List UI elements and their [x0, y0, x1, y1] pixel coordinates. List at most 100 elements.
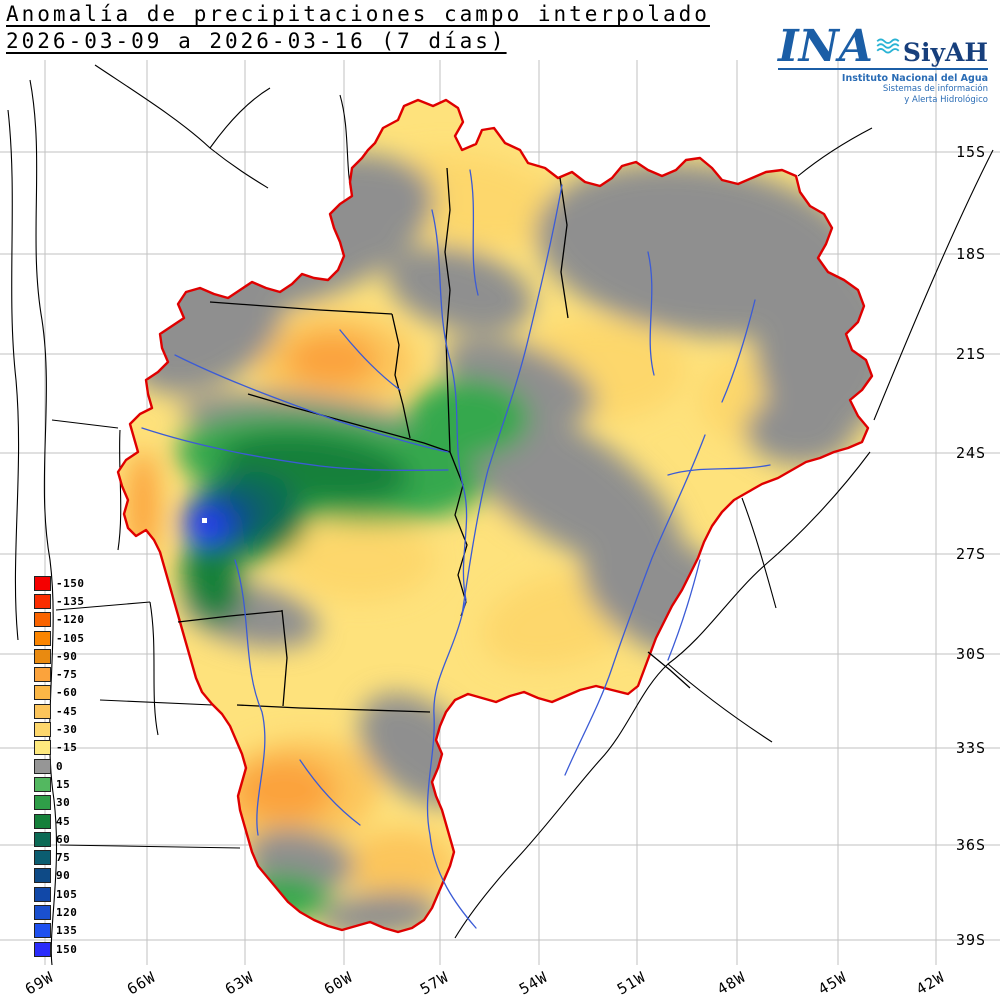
legend-swatch [34, 722, 51, 738]
map-title: Anomalía de precipitaciones campo interp… [6, 2, 710, 26]
logo-divider [778, 68, 988, 71]
border-line [59, 844, 241, 849]
legend-value-label: 120 [56, 905, 78, 919]
logo-tagline-1: Sistemas de información [882, 84, 988, 95]
legend-value-label: -15 [56, 741, 78, 755]
river-tributary [647, 251, 655, 376]
legend-swatch [34, 612, 51, 628]
legend-item: 120 [34, 903, 85, 921]
admin-border-line [445, 289, 451, 453]
admin-border-line [177, 610, 283, 623]
legend-item: -30 [34, 720, 85, 738]
country-borders [7, 64, 994, 966]
legend-swatch [34, 941, 51, 957]
legend-item: 90 [34, 867, 85, 885]
latitude-label: 18S [956, 245, 986, 263]
logo-tagline-2: y Alerta Hidrológico [904, 94, 988, 105]
river-salado [234, 559, 266, 836]
legend-swatch [34, 593, 51, 609]
legend-item: -45 [34, 702, 85, 720]
admin-border-line [559, 177, 569, 319]
coastline [873, 149, 994, 421]
legend-swatch [34, 740, 51, 756]
legend-value-label: 0 [56, 759, 64, 773]
legend-swatch [34, 923, 51, 939]
border-line [7, 109, 20, 641]
latitude-label: 33S [956, 739, 986, 757]
legend-value-label: 30 [56, 796, 71, 810]
latitude-label: 39S [956, 931, 986, 949]
legend-item: -60 [34, 684, 85, 702]
admin-border-line [209, 301, 393, 315]
latitude-axis: 15S 18S 21S 24S 27S 30S 33S 36S 39S [956, 143, 986, 949]
legend-swatch [34, 886, 51, 902]
border-line [209, 87, 271, 149]
latitude-label: 30S [956, 645, 986, 663]
legend-item: 135 [34, 922, 85, 940]
river-paraguay [431, 209, 468, 616]
latitude-label: 21S [956, 345, 986, 363]
latitude-label: 36S [956, 836, 986, 854]
border-line [51, 419, 119, 429]
legend-value-label: -105 [56, 631, 85, 645]
border-line [29, 79, 58, 966]
legend-swatch [34, 795, 51, 811]
river-iguazu [667, 464, 771, 476]
siyah-logo-text: SiyAH [902, 38, 988, 68]
longitude-label: 51W [614, 968, 649, 999]
legend-swatch [34, 703, 51, 719]
longitude-label: 48W [714, 968, 749, 999]
legend-item: -135 [34, 592, 85, 610]
title-block: Anomalía de precipitaciones campo interp… [6, 1, 710, 55]
legend-value-label: 75 [56, 851, 71, 865]
legend-value-label: -90 [56, 649, 78, 663]
admin-border-line [281, 609, 288, 707]
legend-value-label: -60 [56, 686, 78, 700]
legend-item: 45 [34, 812, 85, 830]
legend-value-label: -75 [56, 668, 78, 682]
river-tributary [141, 427, 449, 471]
coastline [667, 663, 773, 743]
border-line [149, 601, 159, 736]
legend-value-label: -30 [56, 723, 78, 737]
river-uruguay [564, 434, 706, 776]
legend-swatch [34, 813, 51, 829]
anomaly-field [118, 100, 872, 932]
legend-swatch [34, 575, 51, 591]
legend-item: -75 [34, 665, 85, 683]
legend-value-label: 105 [56, 887, 78, 901]
legend-value-label: 135 [56, 924, 78, 938]
latitude-label: 15S [956, 143, 986, 161]
border-line [117, 429, 122, 551]
legend-item: 30 [34, 794, 85, 812]
longitude-label: 63W [222, 968, 257, 999]
legend-value-label: 15 [56, 777, 71, 791]
legend-swatch [34, 776, 51, 792]
admin-border-line [444, 167, 451, 291]
river-parana [426, 614, 477, 929]
border-line [741, 497, 777, 609]
river-tributary [469, 169, 479, 296]
legend-swatch [34, 758, 51, 774]
logo-subtitle: Instituto Nacional del Agua [841, 73, 988, 85]
longitude-axis: 69W 66W 63W 60W 57W 54W 51W 48W 45W 42W [22, 968, 948, 999]
coastline [454, 451, 871, 939]
legend-item: -15 [34, 739, 85, 757]
longitude-label: 45W [815, 968, 850, 999]
longitude-label: 66W [124, 968, 159, 999]
legend-item: 105 [34, 885, 85, 903]
rivers [141, 169, 771, 929]
admin-border-line [247, 393, 451, 453]
admin-border-line [391, 313, 411, 439]
longitude-label: 57W [417, 968, 452, 999]
latitude-label: 27S [956, 545, 986, 563]
river-tributary [667, 559, 701, 661]
latitude-label: 24S [956, 444, 986, 462]
legend-value-label: 60 [56, 832, 71, 846]
legend-item: -150 [34, 574, 85, 592]
legend-swatch [34, 831, 51, 847]
border-line [797, 127, 873, 177]
legend-value-label: 150 [56, 942, 78, 956]
